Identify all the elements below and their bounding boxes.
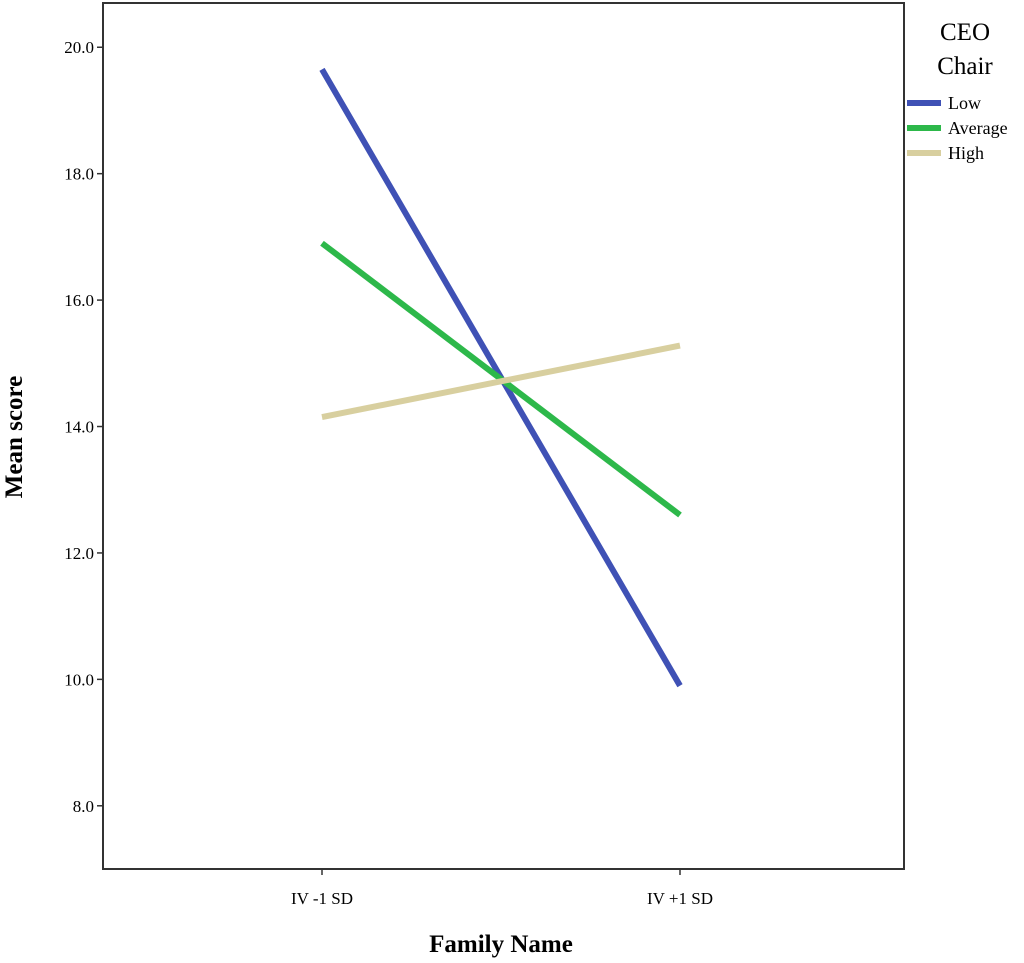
legend-label-low: Low <box>948 93 981 113</box>
y-tick-label: 18.0 <box>64 165 94 184</box>
y-axis-title: Mean score <box>1 376 28 498</box>
legend-label-average: Average <box>948 118 1008 138</box>
y-axis: 8.0 10.0 12.0 14.0 16.0 18.0 20.0 <box>64 38 103 816</box>
x-axis: IV -1 SD IV +1 SD <box>291 869 713 908</box>
y-tick-label: 12.0 <box>64 544 94 563</box>
legend-title-line-2: Chair <box>937 53 993 80</box>
x-axis-title: Family Name <box>429 931 573 958</box>
series-line-high <box>321 342 681 420</box>
x-tick-label: IV -1 SD <box>291 889 353 908</box>
y-tick-label: 16.0 <box>64 291 94 310</box>
legend-title-line-1: CEO <box>940 19 990 46</box>
plot-area <box>102 2 905 870</box>
legend-label-high: High <box>948 143 984 163</box>
legend: CEO Chair Low Average High <box>907 19 1008 163</box>
y-tick-label: 20.0 <box>64 38 94 57</box>
x-tick-label: IV +1 SD <box>647 889 713 908</box>
y-tick-label: 10.0 <box>64 670 94 689</box>
series-lines <box>319 67 683 688</box>
y-tick-label: 14.0 <box>64 418 94 437</box>
y-tick-label: 8.0 <box>73 797 94 816</box>
